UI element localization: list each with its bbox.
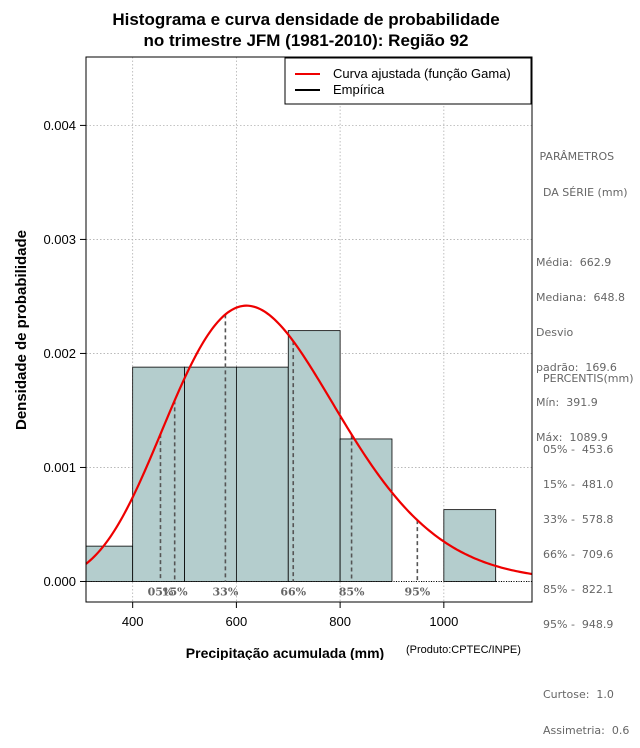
percentile-label: 85%	[339, 585, 365, 598]
fitted-gamma-curve	[85, 304, 533, 576]
percentis-line: 95% - 948.9	[536, 618, 614, 632]
percentile-label: 33%	[213, 585, 239, 598]
params-line: padrão: 169.6	[536, 361, 617, 375]
fitted-curve	[85, 304, 533, 576]
plot-frame	[85, 56, 533, 603]
params-line: DA SÉRIE (mm)	[536, 185, 628, 199]
y-tick-label: 0.002	[43, 346, 76, 361]
percentile-label: 15%	[162, 585, 188, 598]
params-line: ​	[536, 222, 628, 234]
histogram-bar	[85, 545, 134, 582]
x-tick-label: 400	[122, 614, 144, 629]
histogram-bar	[443, 509, 497, 582]
params-line: Máx: 1089.9	[536, 431, 608, 445]
y-tick-label: 0.004	[43, 118, 76, 133]
legend-label-fitted-curve: Curva ajustada (função Gama)	[333, 66, 511, 81]
series-parameters-panel: PARÂMETROS DA SÉRIE (mm) ​ Média: 662.9 …	[536, 128, 628, 456]
credit-text: (Produto:CPTEC/INPE)	[406, 644, 521, 656]
legend-box	[284, 57, 532, 105]
legend: Curva ajustada (função Gama) Empírica	[284, 57, 532, 105]
histogram-bar	[287, 330, 341, 582]
x-axis-label: Precipitação acumulada (mm)	[186, 645, 384, 660]
histogram-bar	[184, 366, 237, 582]
y-axis-label: Densidade de probabilidade	[13, 230, 30, 430]
legend-label-empirical: Empírica	[333, 82, 385, 97]
percentis-line: PERCENTIS(mm)	[536, 372, 634, 386]
percentis-line: ​	[536, 409, 634, 421]
y-tick-label: 0.003	[43, 232, 76, 247]
params-line: Mín: 391.9	[536, 396, 598, 410]
percentis-line: 05% - 453.6	[536, 442, 614, 456]
x-tick-label: 1000	[429, 614, 458, 629]
percentile-label: 95%	[404, 585, 430, 598]
params-line: Desvio	[536, 325, 574, 339]
percentile-label: 05%	[148, 585, 174, 598]
percentis-line: 33% - 578.8	[536, 512, 614, 526]
percentis-line: ​	[536, 654, 634, 666]
x-tick-label: 600	[226, 614, 248, 629]
percentis-line: 66% - 709.6	[536, 547, 614, 561]
percentis-line: Assimetria: 0.6	[536, 723, 630, 737]
percentis-line: 85% - 822.1	[536, 583, 614, 597]
axes: 400 600 800 1000 0.000 0.001 0.002 0.003 0.004	[43, 118, 458, 629]
percentile-label: 66%	[280, 585, 306, 598]
y-tick-label: 0.000	[43, 574, 76, 589]
x-tick-label: 800	[329, 614, 351, 629]
histogram-bar	[132, 366, 185, 582]
params-line: PARÂMETROS	[536, 150, 615, 164]
percentiles-panel: PERCENTIS(mm) ​ 05% - 453.6 15% - 481.0 …	[536, 350, 634, 748]
histogram-bar	[339, 438, 393, 582]
histogram-bars	[85, 330, 532, 582]
percentis-line: Curtose: 1.0	[536, 688, 614, 702]
params-line: Média: 662.9	[536, 255, 612, 269]
chart-title-line-1: Histograma e curva densidade de probabil…	[112, 10, 499, 29]
percentile-markers: 05%15% 33% 66% 85% 95%	[148, 314, 431, 598]
percentis-line: 15% - 481.0	[536, 477, 614, 491]
y-tick-label: 0.001	[43, 460, 76, 475]
histogram-bar	[235, 366, 289, 582]
chart-title-line-2: no trimestre JFM (1981-2010): Região 92	[143, 31, 468, 50]
params-line: Mediana: 648.8	[536, 290, 625, 304]
chart: Histograma e curva densidade de probabil…	[13, 10, 533, 660]
